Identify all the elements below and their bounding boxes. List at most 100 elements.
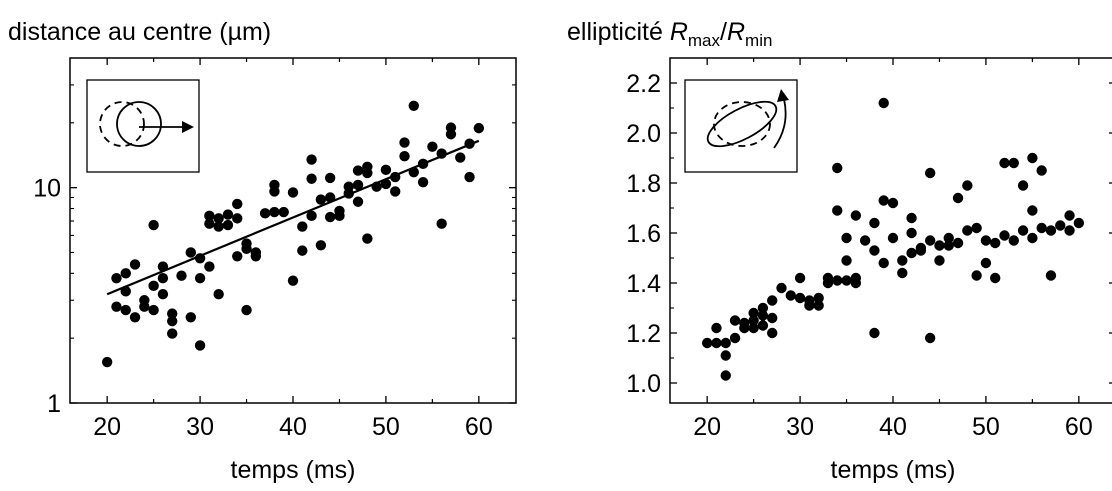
chart-distance-point — [352, 165, 364, 176]
title-r-min: R — [727, 18, 745, 46]
chart-distance-point — [194, 340, 206, 351]
chart-distance-point — [120, 268, 131, 279]
chart-distance-point — [371, 181, 382, 192]
chart-ellipticity-x-tick-label: 20 — [693, 413, 721, 441]
chart-ellipticity-point — [1027, 232, 1038, 244]
chart-distance-point — [306, 210, 317, 222]
chart-ellipticity-point — [701, 337, 713, 349]
chart-ellipticity-point — [952, 237, 964, 249]
chart-ellipticity-y-tick-label: 1.8 — [626, 170, 661, 198]
circle-displacement-icon — [86, 79, 200, 173]
chart-ellipticity-point — [832, 205, 843, 216]
chart-distance-point — [241, 243, 252, 255]
chart-ellipticity-point — [841, 275, 852, 286]
chart-ellipticity-point — [869, 245, 880, 256]
chart-ellipticity-point — [822, 272, 834, 284]
chart-ellipticity-y-axis: 1.0 1.2 1.4 1.6 1.8 2.0 2.2 — [626, 70, 1112, 398]
chart-ellipticity-point — [943, 240, 954, 251]
title-text: ellipticité — [567, 18, 670, 46]
chart-ellipticity-point — [952, 192, 964, 204]
chart-ellipticity-x-tick-label: 40 — [879, 413, 907, 441]
chart-ellipticity-point — [711, 322, 722, 334]
chart-distance-point — [343, 181, 354, 192]
chart-ellipticity-point — [1064, 210, 1075, 221]
chart-distance-y-tick-label: 1 — [47, 390, 61, 418]
chart-ellipticity-point — [776, 282, 787, 294]
chart-distance-point — [278, 206, 289, 218]
chart-ellipticity-point — [748, 315, 759, 326]
chart-ellipticity-y-tick-label: 1.0 — [626, 370, 661, 398]
title-min-subscript: min — [745, 31, 772, 50]
chart-ellipticity-points — [701, 97, 1085, 381]
chart-distance-point — [436, 148, 447, 159]
chart-distance-point — [213, 213, 224, 224]
chart-distance-point — [306, 173, 317, 184]
chart-distance-fit-line-segment — [106, 139, 480, 296]
chart-ellipticity-y-tick-label: 2.2 — [626, 70, 661, 98]
chart-ellipticity-point — [878, 195, 889, 206]
chart-distance-point — [101, 356, 113, 368]
chart-distance-point — [176, 270, 187, 281]
chart-distance-point — [213, 221, 224, 232]
chart-ellipticity-point — [767, 295, 778, 306]
chart-ellipticity-point — [990, 237, 1001, 249]
chart-ellipticity-point — [720, 350, 731, 361]
chart-distance-point — [473, 122, 485, 134]
chart-distance-point — [204, 210, 215, 222]
chart-ellipticity-point — [990, 272, 1001, 284]
chart-distance-point — [213, 289, 224, 300]
chart-ellipticity-point — [915, 242, 927, 254]
chart-distance-point — [204, 261, 215, 272]
chart-distance-fit-line — [106, 139, 480, 296]
chart-ellipticity-point — [720, 337, 731, 349]
chart-distance-point — [380, 178, 392, 190]
chart-distance-point — [148, 280, 159, 292]
chart-ellipticity-point — [757, 310, 769, 321]
chart-ellipticity-point — [906, 212, 917, 224]
chart-ellipticity-point — [999, 157, 1010, 169]
chart-distance-point — [427, 141, 438, 152]
chart-ellipticity-point — [813, 300, 824, 311]
chart-distance-y-axis: 1 10 — [33, 84, 516, 418]
title-slash: / — [720, 18, 727, 46]
chart-distance-point — [129, 259, 141, 270]
chart-distance-point — [287, 275, 299, 286]
chart-distance-point — [287, 187, 299, 198]
chart-distance-point — [185, 247, 196, 258]
chart-distance-point — [222, 209, 234, 220]
chart-ellipticity-point — [980, 235, 992, 246]
chart-ellipticity-point — [962, 180, 973, 191]
chart-ellipticity-title: ellipticité Rmax/Rmin — [567, 18, 772, 50]
chart-ellipticity-point — [999, 230, 1010, 241]
chart-distance-point — [399, 137, 410, 148]
chart-distance-point — [380, 164, 392, 176]
chart-distance-points — [101, 100, 485, 368]
chart-ellipticity-point — [1045, 225, 1057, 236]
chart-ellipticity-x-axis: 20 30 40 50 60 — [693, 58, 1093, 441]
chart-ellipticity-point — [841, 232, 852, 244]
chart-ellipticity-point — [785, 290, 796, 301]
chart-distance-point — [269, 186, 280, 197]
chart-ellipticity-point — [1008, 157, 1019, 169]
title-r-max: R — [670, 18, 688, 46]
chart-distance-point — [362, 233, 373, 244]
chart-distance-point — [167, 328, 178, 339]
chart-distance-point — [464, 138, 475, 149]
chart-ellipticity-point — [943, 232, 954, 244]
chart-distance-point — [120, 286, 131, 297]
chart-ellipticity-point — [729, 315, 741, 326]
chart-distance-point — [250, 251, 262, 262]
chart-distance-point — [232, 198, 243, 210]
chart-distance-point — [222, 219, 234, 231]
chart-ellipticity-y-tick-label: 2.0 — [626, 120, 661, 148]
chart-ellipticity-point — [1045, 270, 1057, 281]
chart-distance-point — [436, 218, 447, 229]
chart-ellipticity-point — [813, 292, 824, 304]
chart-ellipticity-point — [804, 300, 815, 311]
chart-distance-point — [269, 206, 280, 218]
chart-ellipticity-point — [720, 370, 731, 381]
chart-distance-point — [315, 240, 327, 251]
chart-ellipticity-point — [878, 257, 889, 269]
chart-ellipticity-point — [934, 255, 945, 266]
chart-distance-point — [390, 171, 401, 183]
